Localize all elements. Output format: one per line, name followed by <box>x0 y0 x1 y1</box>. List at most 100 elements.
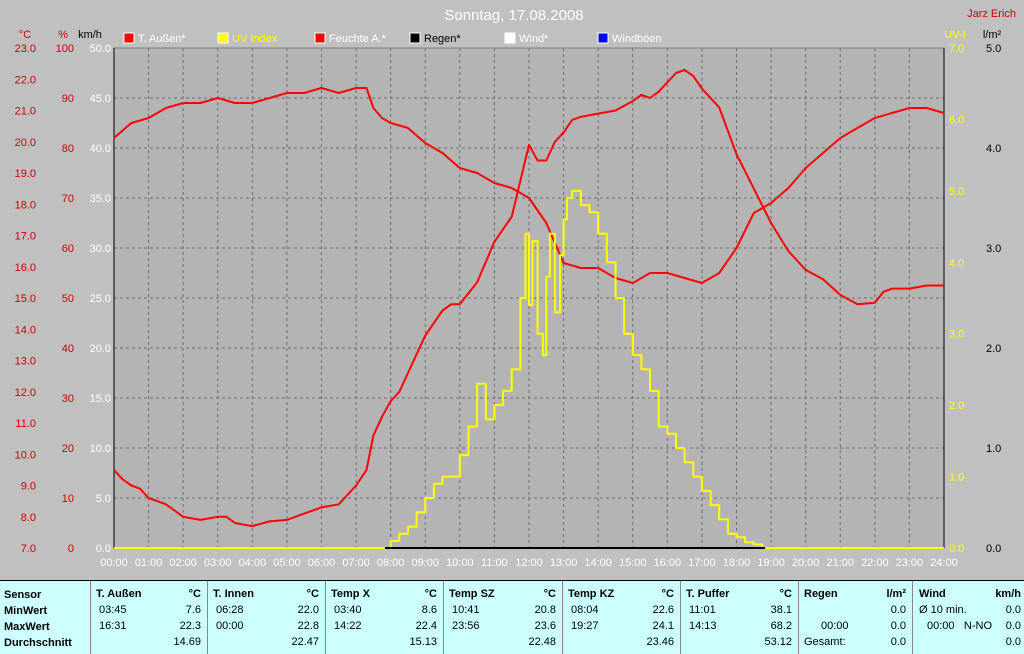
x-tick-label: 06:00 <box>308 557 336 569</box>
temp-unit-label: °C <box>19 29 31 41</box>
x-tick-label: 02:00 <box>169 557 197 569</box>
temp-tick-label: 14.0 <box>15 324 36 336</box>
x-tick-label: 15:00 <box>619 557 647 569</box>
humidity-tick-label: 40 <box>62 343 74 355</box>
stats-min-time: 10:41 <box>452 604 480 616</box>
stats-col-wind: Wind km/h Ø 10 min. 0.0 00:00 N-NO 0.0 0.0 <box>912 581 1024 654</box>
statistics-table: Sensor MinWert MaxWert Durchschnitt T. A… <box>0 580 1024 654</box>
stats-col-unit: °C <box>188 588 201 600</box>
uv-tick-label: 5.0 <box>949 186 964 198</box>
temp-tick-label: 22.0 <box>15 74 36 86</box>
uv-tick-label: 2.0 <box>949 400 964 412</box>
rain-tick-label: 0.0 <box>986 543 1001 555</box>
max-row-label: MaxWert <box>4 621 50 633</box>
grid <box>114 48 944 548</box>
stats-max-value: 22.8 <box>297 620 319 632</box>
x-tick-label: 14:00 <box>584 557 612 569</box>
stats-col-unit: °C <box>543 588 556 600</box>
x-tick-label: 09:00 <box>411 557 439 569</box>
stats-max-value: 23.6 <box>534 620 556 632</box>
stats-col-unit: °C <box>306 588 319 600</box>
stats-min-time: Ø 10 min. <box>919 604 967 616</box>
stats-col-unit: l/m² <box>886 588 906 600</box>
humidity-tick-label: 70 <box>62 193 74 205</box>
wind-tick-label: 35.0 <box>90 193 111 205</box>
stats-max-time: 14:22 <box>334 620 362 632</box>
author-label: Jarz Erich <box>967 8 1016 20</box>
stats-max-time: 14:13 <box>689 620 717 632</box>
stats-total-value: 0.0 <box>890 636 906 648</box>
legend-label: Wind* <box>519 33 549 45</box>
humidity-tick-label: 60 <box>62 243 74 255</box>
stats-col: T. Innen °C 06:28 22.0 00:00 22.8 22.47 <box>207 581 325 654</box>
legend-swatch <box>597 32 609 44</box>
humidity-tick-label: 30 <box>62 393 74 405</box>
humidity-tick-label: 10 <box>62 493 74 505</box>
legend-swatch <box>314 32 326 44</box>
stats-col-rain: Regen l/m² 0.0 00:00 0.0 Gesamt: 0.0 <box>798 581 912 654</box>
stats-avg-value: 15.13 <box>409 636 437 648</box>
stats-max-time: 16:31 <box>99 620 127 632</box>
rain-tick-label: 3.0 <box>986 243 1001 255</box>
stats-col-unit: °C <box>424 588 437 600</box>
chart-title: Sonntag, 17.08.2008 <box>444 7 583 24</box>
stats-col-header: Temp X <box>331 588 370 600</box>
humidity-tick-label: 100 <box>56 43 74 55</box>
temp-tick-label: 15.0 <box>15 293 36 305</box>
axis-ticks: 00:00 01:00 02:00 03:00 04:00 05:00 06:00 07:00… <box>15 43 1002 569</box>
legend-swatch <box>409 32 421 44</box>
uv-tick-label: 4.0 <box>949 257 964 269</box>
stats-max-value: 0.0 <box>890 620 906 632</box>
wind-tick-label: 0.0 <box>96 543 111 555</box>
x-tick-label: 00:00 <box>100 557 128 569</box>
temp-tick-label: 13.0 <box>15 356 36 368</box>
humidity-unit-label: % <box>58 29 68 41</box>
x-tick-label: 13:00 <box>550 557 578 569</box>
temp-tick-label: 18.0 <box>15 199 36 211</box>
temp-tick-label: 19.0 <box>15 168 36 180</box>
stats-col-sensor: Sensor MinWert MaxWert Durchschnitt <box>0 581 90 654</box>
legend-label: T. Außen* <box>138 33 186 45</box>
stats-col-header: Temp KZ <box>568 588 615 600</box>
uv-tick-label: 7.0 <box>949 43 964 55</box>
humidity-tick-label: 90 <box>62 93 74 105</box>
uv-unit-label: UV-I <box>944 29 965 41</box>
temperature-series-line <box>113 68 944 528</box>
stats-col-header: T. Außen <box>96 588 142 600</box>
stats-col-unit: km/h <box>995 588 1021 600</box>
stats-col-header: T. Puffer <box>686 588 730 600</box>
stats-max-value: 68.2 <box>770 620 792 632</box>
temp-tick-label: 16.0 <box>15 262 36 274</box>
x-tick-label: 16:00 <box>654 557 682 569</box>
humidity-tick-label: 0 <box>68 543 74 555</box>
uv-tick-label: 6.0 <box>949 114 964 126</box>
stats-col: T. Außen °C 03:45 7.6 16:31 22.3 14.69 <box>90 581 207 654</box>
legend: T. Außen* UV Index Feuchte A.* Regen* Wind* W… <box>123 32 662 45</box>
stats-max-time: 19:27 <box>571 620 599 632</box>
uv-series-line <box>114 189 944 549</box>
legend-swatch <box>504 32 516 44</box>
stats-min-time: 06:28 <box>216 604 244 616</box>
temp-tick-label: 8.0 <box>21 512 36 524</box>
temp-tick-label: 23.0 <box>15 43 36 55</box>
rain-tick-label: 2.0 <box>986 343 1001 355</box>
legend-label: Feuchte A.* <box>329 33 387 45</box>
stats-col-header: Regen <box>804 588 838 600</box>
stats-col: T. Puffer °C 11:01 38.1 14:13 68.2 53.12 <box>680 581 798 654</box>
x-tick-label: 03:00 <box>204 557 232 569</box>
x-tick-label: 04:00 <box>239 557 267 569</box>
x-tick-label: 23:00 <box>896 557 924 569</box>
stats-col-header: T. Innen <box>213 588 254 600</box>
temp-tick-label: 12.0 <box>15 387 36 399</box>
x-tick-label: 22:00 <box>861 557 889 569</box>
x-tick-label: 24:00 <box>930 557 958 569</box>
wind-tick-label: 40.0 <box>90 143 111 155</box>
x-tick-label: 05:00 <box>273 557 301 569</box>
x-tick-label: 11:00 <box>481 557 508 569</box>
stats-col-unit: °C <box>779 588 792 600</box>
rain-tick-label: 5.0 <box>986 43 1001 55</box>
stats-min-time: 11:01 <box>689 604 716 616</box>
stats-max-value: 24.1 <box>652 620 674 632</box>
stats-avg-value: 14.69 <box>173 636 201 648</box>
x-tick-label: 01:00 <box>135 557 163 569</box>
